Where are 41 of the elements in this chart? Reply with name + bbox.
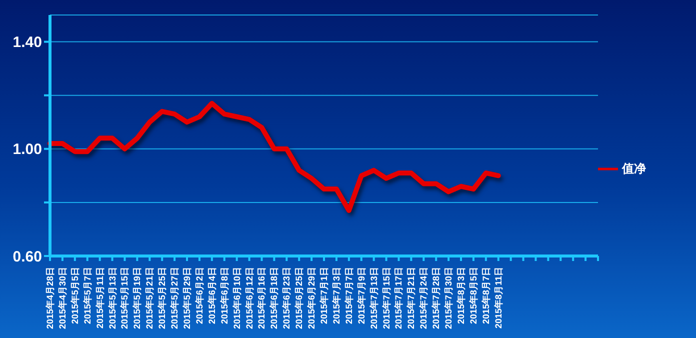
x-tick-label: 2015年5月25日 — [157, 267, 168, 330]
y-tick-label: 0.60 — [12, 248, 42, 266]
x-tick-label: 2015年7月7日 — [344, 267, 354, 324]
x-tick-label: 2015年6月16日 — [256, 267, 267, 330]
x-tick-label: 2015年6月12日 — [244, 267, 254, 330]
x-tick-label: 2015年5月29日 — [182, 267, 192, 330]
x-tick-label: 2015年6月25日 — [294, 267, 304, 330]
x-tick-label: 2015年5月19日 — [132, 267, 142, 330]
x-tick-label: 2015年8月7日 — [480, 267, 491, 324]
x-tick-label: 2015年6月8日 — [219, 267, 230, 324]
x-tick-label: 2015年7月1日 — [319, 267, 329, 324]
x-tick-label: 2015年6月4日 — [206, 267, 217, 324]
x-tick-label: 2015年5月27日 — [170, 267, 180, 330]
x-tick-label: 2015年7月21日 — [406, 267, 416, 330]
x-tick-label: 2015年6月18日 — [269, 267, 280, 330]
x-tick-label: 2015年5月21日 — [144, 267, 155, 330]
x-tick-label: 2015年6月2日 — [194, 267, 204, 324]
x-tick-label: 2015年7月24日 — [418, 267, 429, 330]
x-tick-label: 2015年5月13日 — [107, 267, 118, 330]
x-tick-label: 2015年7月15日 — [381, 267, 392, 330]
x-tick-label: 2015年6月29日 — [306, 267, 317, 330]
x-tick-label: 2015年5月7日 — [82, 267, 92, 324]
x-tick-label: 2015年5月15日 — [120, 267, 130, 330]
x-tick-label: 2015年7月13日 — [368, 267, 379, 330]
x-tick-label: 2015年8月3日 — [456, 267, 466, 324]
x-tick-label: 2015年7月17日 — [394, 267, 404, 330]
x-tick-label: 2015年7月30日 — [444, 267, 454, 330]
x-tick-label: 2015年5月5日 — [70, 267, 80, 324]
x-tick-label: 2015年7月28日 — [431, 267, 442, 330]
x-tick-label: 2015年7月9日 — [356, 267, 366, 324]
x-tick-label: 2015年5月11日 — [94, 267, 105, 329]
x-tick-label: 2015年8月11日 — [493, 267, 504, 329]
y-tick-label: 1.00 — [12, 141, 42, 158]
x-tick-label: 2015年6月23日 — [282, 267, 292, 330]
y-tick-label: 1.40 — [12, 34, 42, 52]
x-tick-label: 2015年8月5日 — [468, 267, 478, 324]
x-tick-label: 2015年6月10日 — [232, 267, 242, 330]
x-tick-label: 2015年4月30日 — [57, 267, 68, 330]
x-tick-label: 2015年4月28日 — [45, 267, 55, 330]
legend-label: 值净 — [622, 161, 646, 176]
x-tick-label: 2015年7月3日 — [331, 267, 342, 324]
